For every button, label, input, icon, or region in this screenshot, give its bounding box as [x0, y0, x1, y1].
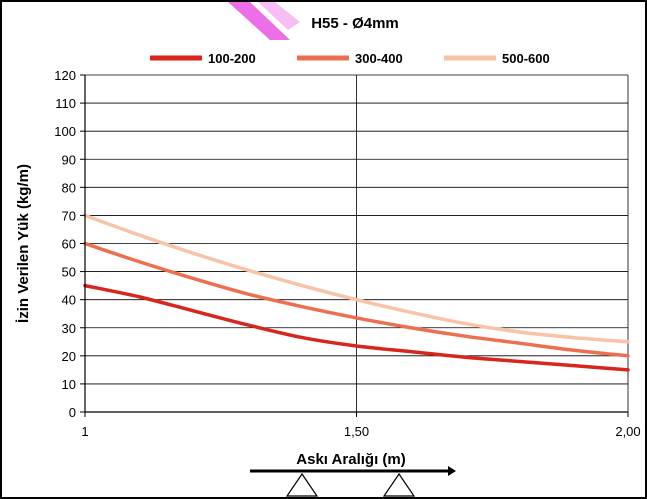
series-group	[83, 213, 630, 372]
support-triangle-icon	[285, 472, 319, 497]
y-tick-label: 10	[62, 377, 76, 392]
legend-label: 300-400	[355, 51, 403, 66]
x-tick-label: 1,50	[344, 424, 369, 439]
legend-label: 500-600	[502, 51, 550, 66]
span-arrow-icon	[250, 466, 456, 476]
y-tick-label: 50	[62, 265, 76, 280]
y-axis-label: İzin Verilen Yük (kg/m)	[15, 164, 32, 323]
series-line-500-600	[83, 213, 630, 344]
y-tick-label: 90	[62, 152, 76, 167]
y-tick-label: 30	[62, 321, 76, 336]
series-line-100-200	[83, 283, 630, 372]
axes: 0 10 20 30 40 50 60 70 80 90 100 110 120 1 1,50 2,00	[54, 68, 640, 439]
y-tick-label: 80	[62, 180, 76, 195]
x-tick-label: 2,00	[615, 424, 640, 439]
chart-title: H55 - Ø4mm	[311, 15, 399, 32]
support-triangle-icon	[382, 472, 416, 497]
legend-label: 100-200	[208, 51, 256, 66]
x-tick-label: 1	[81, 424, 88, 439]
series-line-300-400	[83, 241, 630, 358]
y-tick-label: 100	[54, 124, 76, 139]
y-tick-label: 20	[62, 349, 76, 364]
x-axis-label: Askı Aralığı (m)	[296, 451, 405, 468]
y-tick-label: 70	[62, 208, 76, 223]
watermark-decoration	[228, 2, 300, 40]
y-tick-label: 110	[55, 96, 76, 111]
plot-area: 0 10 20 30 40 50 60 70 80 90 100 110 120 1 1,50 2,00	[54, 68, 640, 439]
y-tick-label: 60	[62, 237, 76, 252]
y-tick-label: 0	[69, 405, 76, 420]
y-tick-label: 120	[54, 68, 76, 83]
legend: 100-200 300-400 500-600	[150, 51, 550, 66]
y-tick-label: 40	[62, 293, 76, 308]
